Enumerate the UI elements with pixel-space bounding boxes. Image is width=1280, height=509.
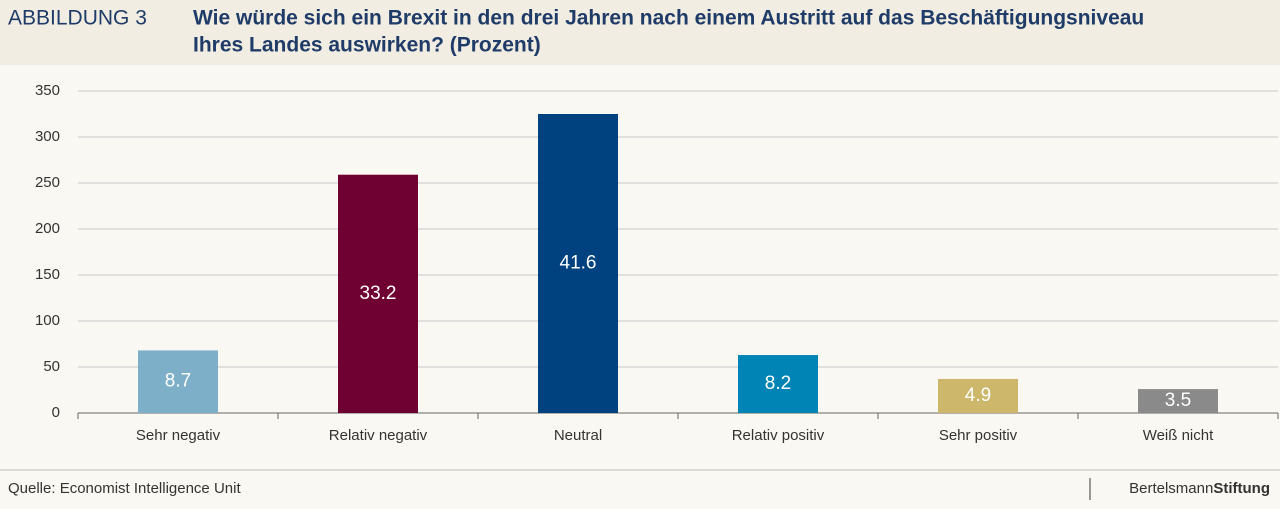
y-tick-label: 250 (35, 174, 60, 191)
brand-part: Bertelsmann (1129, 480, 1213, 497)
bar (338, 174, 418, 413)
y-tick-label: 200 (35, 220, 60, 237)
chart-title: Ihres Landes auswirken? (Prozent) (193, 34, 541, 57)
source-note: Quelle: Economist Intelligence Unit (8, 480, 241, 497)
bar (538, 114, 618, 413)
x-tick-label: Weiß nicht (1143, 427, 1214, 444)
figure-label: ABBILDUNG 3 (8, 7, 147, 30)
bar (738, 355, 818, 413)
x-tick-label: Relativ negativ (329, 427, 428, 444)
brand-part: Stiftung (1213, 480, 1270, 497)
bar (138, 350, 218, 413)
data-label: 41.6 (560, 253, 597, 274)
y-tick-label: 300 (35, 128, 60, 145)
data-label: 8.7 (165, 371, 191, 392)
data-label: 8.2 (765, 373, 791, 394)
chart-title: Wie würde sich ein Brexit in den drei Ja… (193, 7, 1144, 30)
header-band (0, 0, 1280, 65)
x-tick-label: Sehr positiv (939, 427, 1018, 444)
x-tick-label: Relativ positiv (732, 427, 825, 444)
y-tick-label: 100 (35, 312, 60, 329)
data-label: 4.9 (965, 385, 991, 406)
y-tick-label: 150 (35, 266, 60, 283)
data-label: 33.2 (360, 283, 397, 304)
x-tick-label: Neutral (554, 427, 602, 444)
brand: BertelsmannStiftung (1129, 480, 1270, 497)
y-tick-label: 0 (52, 404, 60, 421)
bar (1138, 389, 1218, 413)
y-tick-label: 350 (35, 82, 60, 99)
y-tick-label: 50 (43, 358, 60, 375)
x-tick-label: Sehr negativ (136, 427, 221, 444)
bar (938, 378, 1018, 413)
data-label: 3.5 (1165, 390, 1191, 411)
